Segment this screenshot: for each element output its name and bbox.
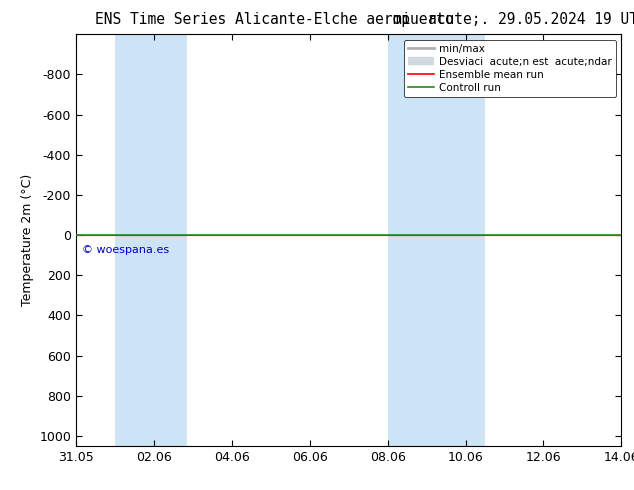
Bar [115, 34, 148, 446]
Text: ENS Time Series Alicante-Elche aeropuerto: ENS Time Series Alicante-Elche aeropuert… [95, 12, 454, 27]
Y-axis label: Temperature 2m (°C): Temperature 2m (°C) [21, 174, 34, 306]
Bar [148, 34, 187, 446]
Bar [427, 34, 485, 446]
Bar [387, 34, 427, 446]
Text: mi  acute;. 29.05.2024 19 UTC: mi acute;. 29.05.2024 19 UTC [393, 12, 634, 27]
Text: © woespana.es: © woespana.es [82, 245, 169, 255]
Legend: min/max, Desviaci  acute;n est  acute;ndar, Ensemble mean run, Controll run: min/max, Desviaci acute;n est acute;ndar… [404, 40, 616, 97]
